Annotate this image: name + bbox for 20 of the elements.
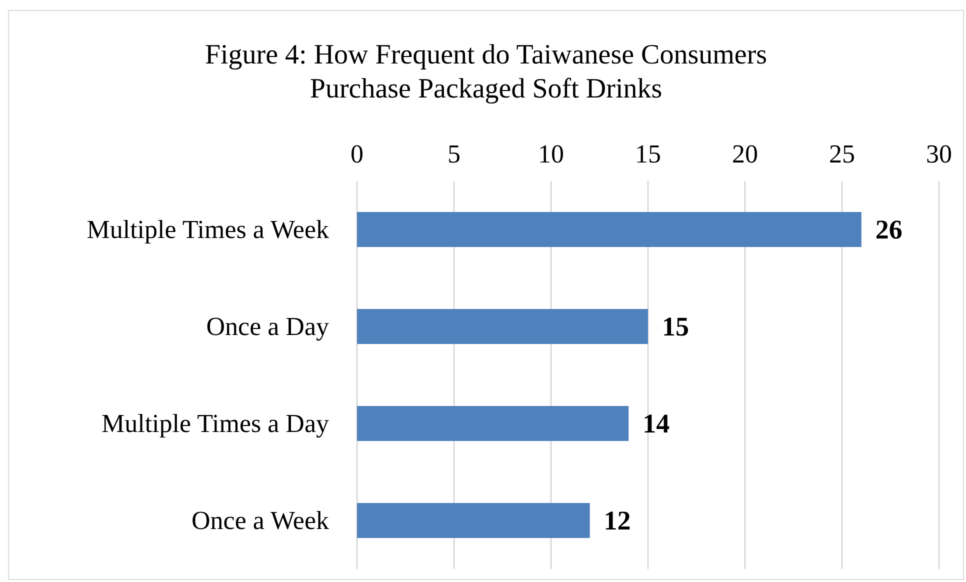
bar (357, 309, 648, 344)
data-label: 26 (875, 214, 902, 244)
bar (357, 406, 629, 441)
x-tick-label: 10 (538, 140, 564, 168)
data-label: 14 (642, 408, 670, 438)
bar (357, 503, 590, 538)
x-tick-label: 25 (829, 140, 855, 168)
y-tick-label: Once a Day (206, 312, 329, 341)
data-label: 12 (604, 506, 631, 536)
y-tick-label: Multiple Times a Day (101, 409, 329, 438)
y-tick-label: Multiple Times a Week (86, 215, 329, 244)
bar (357, 212, 862, 247)
x-tick-label: 0 (350, 140, 364, 168)
y-tick-label: Once a Week (192, 506, 329, 535)
chart-title: Figure 4: How Frequent do Taiwanese Consumers Purchase Packaged Soft Drinks (204, 40, 768, 104)
x-tick-label: 30 (926, 140, 952, 168)
x-tick-label: 5 (448, 140, 460, 168)
data-label: 15 (662, 312, 689, 342)
x-tick-label: 20 (732, 140, 758, 168)
x-tick-label: 15 (635, 140, 661, 168)
